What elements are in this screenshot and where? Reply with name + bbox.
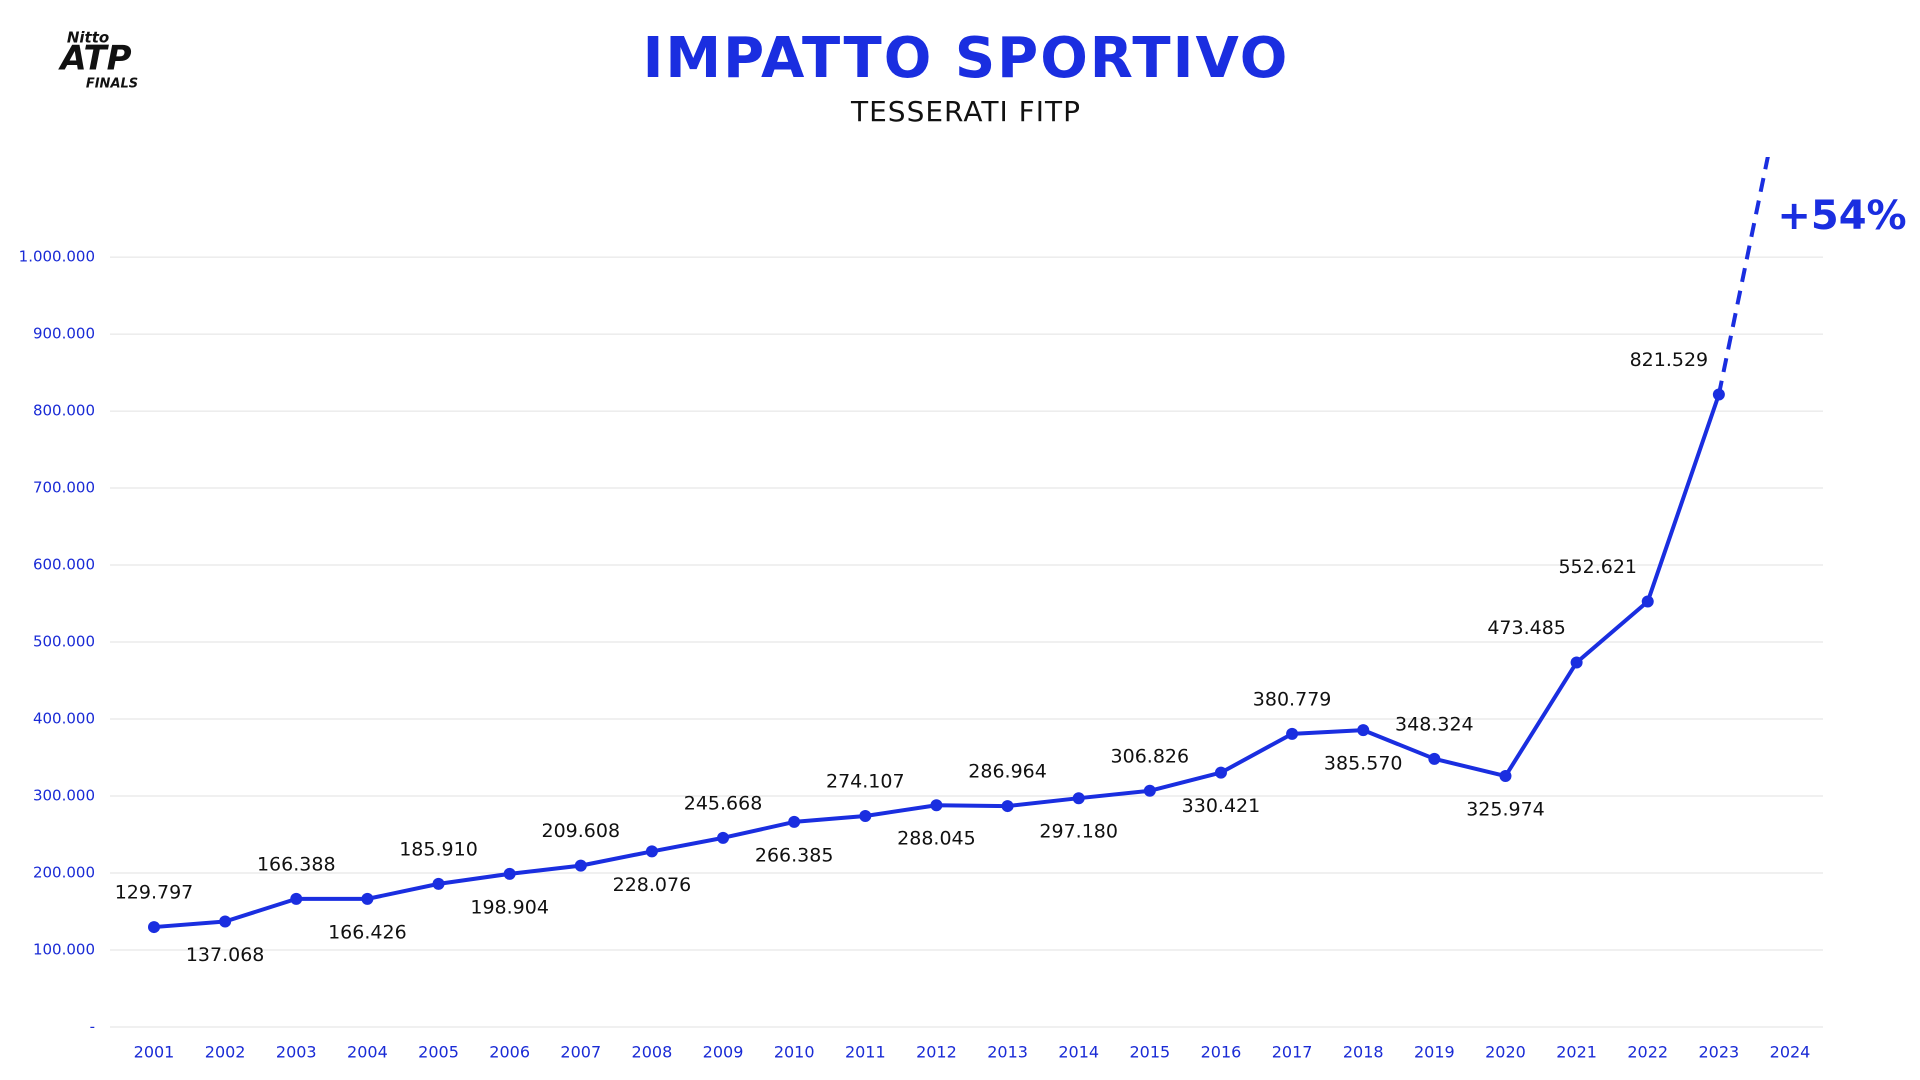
x-tick-label: 2002 [205, 1043, 246, 1062]
data-point [1641, 595, 1654, 608]
chart-subtitle: TESSERATI FITP [850, 95, 1081, 128]
value-label: 288.045 [897, 828, 976, 850]
y-tick-label: 800.000 [33, 402, 95, 420]
data-point [1286, 727, 1299, 740]
value-label: 228.076 [613, 874, 692, 896]
line-series [1716, 157, 1770, 395]
data-point [930, 799, 943, 812]
logo: Nitto ATP FINALS [57, 29, 138, 92]
y-tick-label: 500.000 [33, 633, 95, 651]
data-point [1428, 752, 1441, 765]
value-label: 185.910 [399, 838, 478, 860]
x-tick-label: 2007 [560, 1043, 601, 1062]
x-tick-label: 2018 [1343, 1043, 1384, 1062]
value-label: 166.388 [257, 853, 336, 875]
value-label: 348.324 [1395, 713, 1474, 735]
data-point [290, 892, 303, 905]
x-tick-label: 2022 [1627, 1043, 1668, 1062]
x-tick-label: 2010 [774, 1043, 815, 1062]
y-tick-label: 900.000 [33, 325, 95, 343]
x-tick-label: 2021 [1556, 1043, 1597, 1062]
value-label: 166.426 [328, 921, 407, 943]
x-tick-label: 2020 [1485, 1043, 1526, 1062]
value-label: 552.621 [1558, 556, 1637, 578]
x-tick-label: 2008 [632, 1043, 673, 1062]
x-tick-label: 2015 [1129, 1043, 1170, 1062]
value-label: 821.529 [1630, 349, 1709, 371]
data-point [1001, 800, 1014, 813]
x-tick-label: 2012 [916, 1043, 957, 1062]
annotation: +54% [1777, 193, 1906, 239]
value-label: 266.385 [755, 844, 834, 866]
data-point [503, 867, 516, 880]
x-tick-label: 2019 [1414, 1043, 1455, 1062]
value-label: 274.107 [826, 770, 905, 792]
value-label: 325.974 [1466, 799, 1545, 821]
value-label: 129.797 [115, 882, 194, 904]
value-label: 198.904 [470, 896, 549, 918]
logo-text: Nitto [67, 29, 109, 47]
x-tick-label: 2009 [703, 1043, 744, 1062]
x-tick-label: 2017 [1272, 1043, 1313, 1062]
x-tick-label: 2003 [276, 1043, 317, 1062]
x-tick-label: 2011 [845, 1043, 886, 1062]
y-tick-label: 1.000.000 [19, 248, 95, 266]
value-label: 385.570 [1324, 753, 1403, 775]
x-tick-label: 2016 [1201, 1043, 1242, 1062]
data-point [717, 831, 730, 844]
value-label: 209.608 [541, 820, 620, 842]
y-tick-label: 100.000 [33, 941, 95, 959]
x-tick-label: 2001 [134, 1043, 175, 1062]
data-point [788, 815, 801, 828]
value-label: 473.485 [1487, 617, 1566, 639]
value-label: 286.964 [968, 761, 1047, 783]
x-tick-label: 2014 [1058, 1043, 1099, 1062]
logo-text: FINALS [86, 77, 138, 92]
x-tick-label: 2006 [489, 1043, 530, 1062]
data-point [148, 921, 160, 934]
value-label: 245.668 [684, 792, 763, 814]
value-label: 306.826 [1111, 745, 1190, 767]
value-label: 137.068 [186, 944, 265, 966]
x-tick-label: 2005 [418, 1043, 459, 1062]
value-label: 297.180 [1039, 821, 1118, 843]
y-tick-label: 400.000 [33, 710, 95, 728]
data-point [1499, 770, 1512, 783]
plot [148, 157, 1770, 934]
data-point [1357, 724, 1370, 737]
y-tick-label: 700.000 [33, 479, 95, 497]
data-point [1072, 792, 1085, 805]
data-point [1214, 766, 1227, 779]
data-point [859, 809, 872, 822]
x-tick-label: 2004 [347, 1043, 388, 1062]
y-tick-label: 300.000 [33, 787, 95, 805]
x-tick-label: 2023 [1699, 1043, 1740, 1062]
data-point [645, 845, 658, 858]
data-point [432, 877, 445, 890]
data-point [1570, 656, 1583, 669]
data-point [361, 892, 374, 905]
chart-title: IMPATTO SPORTIVO [643, 26, 1290, 91]
x-tick-label: 2013 [987, 1043, 1028, 1062]
data-point [1143, 784, 1156, 797]
data-point [219, 915, 232, 928]
y-tick-label: 200.000 [33, 864, 95, 882]
value-label: 380.779 [1253, 688, 1332, 710]
y-tick-label: - [90, 1018, 95, 1036]
logo-text: ATP [57, 39, 131, 79]
value-label: 330.421 [1182, 795, 1261, 817]
y-tick-label: 600.000 [33, 556, 95, 574]
data-point [574, 859, 587, 872]
x-tick-label: 2024 [1770, 1043, 1811, 1062]
